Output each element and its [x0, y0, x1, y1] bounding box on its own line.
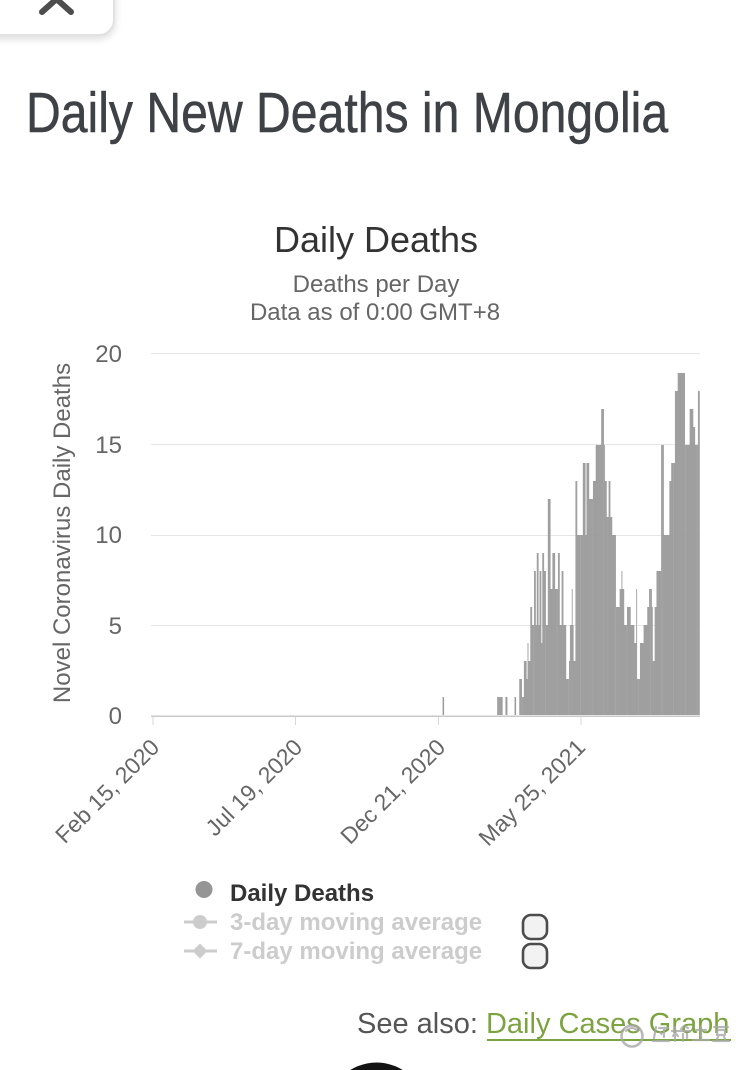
svg-text:Daily Deaths: Daily Deaths	[230, 880, 374, 907]
svg-text:Novel Coronavirus Daily Deaths: Novel Coronavirus Daily Deaths	[49, 363, 76, 703]
svg-text:3-day moving average: 3-day moving average	[230, 909, 482, 936]
svg-text:7-day moving average: 7-day moving average	[230, 938, 482, 965]
svg-text:Feb 15, 2020: Feb 15, 2020	[50, 734, 164, 848]
svg-text:Dec 21, 2020: Dec 21, 2020	[335, 734, 450, 849]
svg-text:Deaths per Day: Deaths per Day	[293, 271, 460, 298]
svg-text:10: 10	[95, 522, 122, 549]
svg-text:Jul 19, 2020: Jul 19, 2020	[200, 734, 307, 841]
svg-text:Data as of 0:00 GMT+8: Data as of 0:00 GMT+8	[250, 299, 500, 326]
svg-text:20: 20	[95, 341, 122, 368]
svg-text:5: 5	[109, 613, 122, 640]
svg-text:0: 0	[109, 703, 122, 730]
svg-text:May 25, 2021: May 25, 2021	[473, 734, 590, 851]
svg-text:Daily Deaths: Daily Deaths	[274, 219, 478, 260]
svg-text:15: 15	[95, 432, 122, 459]
svg-text:See also: Daily Cases Graph: See also: Daily Cases Graph	[357, 1008, 729, 1040]
